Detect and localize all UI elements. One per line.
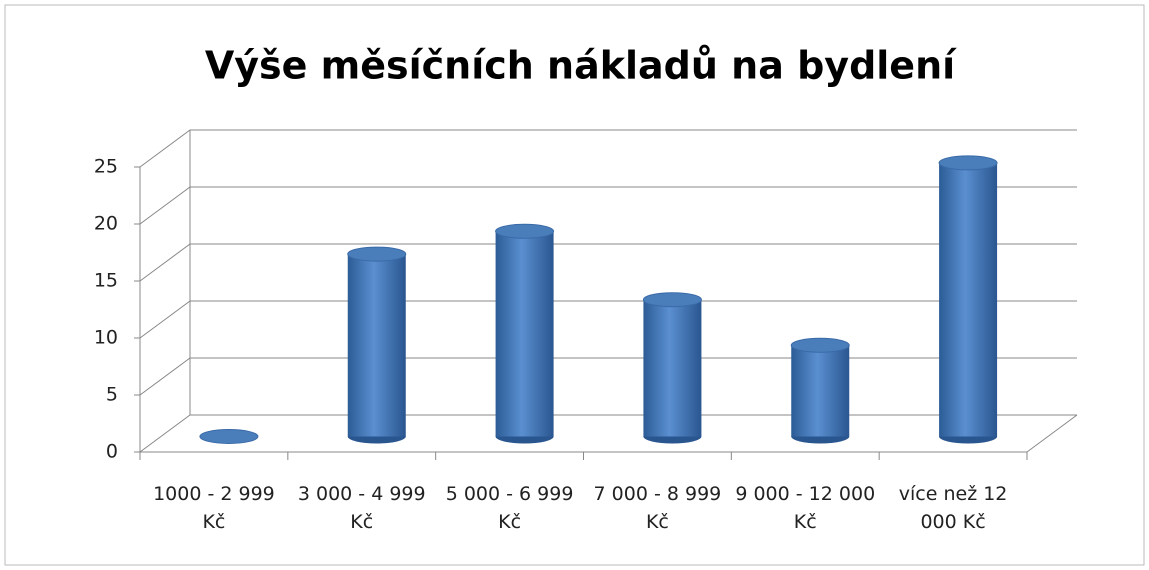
bar-top	[199, 429, 259, 444]
bar	[938, 155, 998, 444]
bar-top	[495, 223, 555, 239]
bar-top	[938, 155, 998, 171]
y-tick-label: 15	[94, 270, 118, 292]
bar-top	[347, 246, 407, 262]
bar-top	[790, 337, 850, 353]
x-tick-label: více než 12 000 Kč	[898, 483, 1008, 533]
x-tick-label: 3 000 - 4 999 Kč	[297, 483, 426, 533]
bar	[495, 223, 555, 444]
bar	[642, 292, 702, 444]
x-tick-label: 5 000 - 6 999 Kč	[445, 483, 574, 533]
grid-line	[139, 129, 1077, 168]
grid-line	[139, 357, 1077, 396]
chart-title: Výše měsíčních nákladů na bydlení	[205, 44, 957, 88]
grid-line	[139, 300, 1077, 339]
grid-line	[139, 414, 1077, 453]
bar	[347, 246, 407, 444]
y-tick-label: 25	[94, 156, 118, 178]
y-tick-label: 10	[94, 327, 118, 349]
bar-body	[791, 345, 850, 437]
bar	[790, 337, 850, 444]
chart-border	[4, 4, 1145, 566]
x-tick-label: 1000 - 2 999 Kč	[153, 483, 275, 533]
bar	[199, 429, 259, 444]
grid-line	[139, 243, 1077, 282]
y-tick-label: 5	[106, 384, 118, 406]
y-tick-label: 0	[106, 441, 118, 463]
bar-body	[347, 254, 406, 437]
y-tick-label: 20	[94, 213, 118, 235]
x-tick-label: 9 000 - 12 000 Kč	[735, 483, 876, 533]
floor-edge	[1026, 414, 1078, 453]
x-tick-label: 7 000 - 8 999 Kč	[593, 483, 722, 533]
bar-body	[939, 162, 998, 437]
bar-top	[642, 292, 702, 308]
bar-body	[495, 231, 554, 437]
bar-body	[643, 299, 702, 437]
grid-line	[139, 186, 1077, 225]
